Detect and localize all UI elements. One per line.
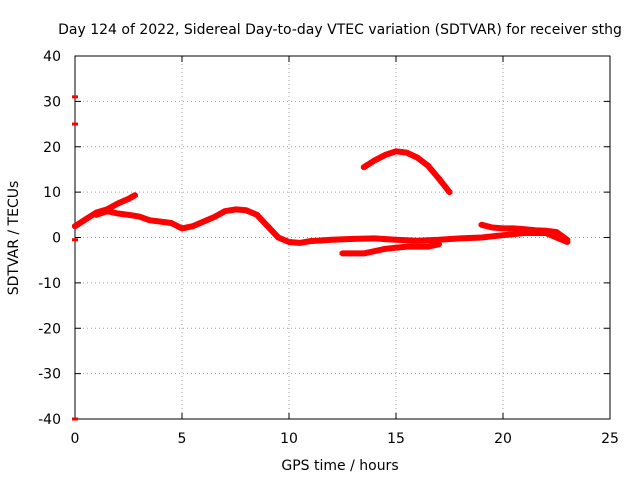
data-point bbox=[125, 213, 132, 217]
data-point bbox=[275, 236, 282, 239]
data-point bbox=[221, 209, 228, 213]
data-point bbox=[371, 158, 378, 162]
data-point bbox=[131, 193, 138, 197]
data-point bbox=[414, 156, 421, 160]
series-trace-right-upper bbox=[478, 221, 571, 243]
data-point bbox=[521, 227, 528, 231]
x-tick-label: 5 bbox=[178, 431, 187, 447]
data-point bbox=[542, 229, 549, 233]
data-point bbox=[114, 201, 121, 205]
data-point bbox=[328, 238, 335, 242]
data-point bbox=[72, 224, 78, 228]
data-point bbox=[457, 236, 464, 240]
data-point bbox=[157, 220, 164, 224]
y-tick-label: 40 bbox=[43, 49, 61, 65]
data-point bbox=[307, 239, 314, 243]
y-tick-label: 10 bbox=[43, 185, 61, 201]
data-point bbox=[136, 215, 143, 219]
data-point bbox=[243, 208, 250, 212]
y-axis-label: SDTVAR / TECUs bbox=[6, 181, 22, 296]
data-point bbox=[425, 245, 432, 249]
data-point bbox=[425, 164, 432, 168]
data-point bbox=[564, 238, 571, 242]
chart-title: Day 124 of 2022, Sidereal Day-to-day VTE… bbox=[58, 22, 622, 38]
y-tick-label: 0 bbox=[52, 231, 61, 247]
data-point bbox=[189, 224, 196, 228]
y-tick-label: -30 bbox=[38, 367, 61, 383]
series-trace bbox=[339, 241, 442, 257]
series-edge-point-minus-40 bbox=[72, 417, 78, 421]
data-point bbox=[232, 207, 239, 211]
data-point bbox=[72, 417, 78, 421]
data-point bbox=[168, 221, 175, 225]
y-tick-label: -10 bbox=[38, 276, 61, 292]
data-point bbox=[435, 238, 442, 242]
data-point bbox=[414, 239, 421, 243]
y-tick-label: 30 bbox=[43, 94, 61, 110]
data-point bbox=[82, 217, 89, 221]
series-layer bbox=[72, 95, 571, 421]
data-point bbox=[371, 236, 378, 240]
y-tick-label: -20 bbox=[38, 321, 61, 337]
x-tick-label: 20 bbox=[494, 431, 512, 447]
data-point bbox=[478, 236, 485, 239]
data-point bbox=[253, 213, 260, 217]
data-point bbox=[435, 242, 442, 246]
data-point bbox=[360, 251, 367, 255]
series-trace-main-mid bbox=[93, 206, 571, 246]
data-point bbox=[382, 153, 389, 157]
data-point bbox=[553, 236, 560, 239]
data-point bbox=[478, 223, 485, 227]
data-point bbox=[382, 247, 389, 251]
series-edge-point-25 bbox=[72, 122, 78, 126]
data-point bbox=[264, 224, 271, 228]
data-point bbox=[200, 220, 207, 224]
data-point bbox=[510, 226, 517, 230]
data-point bbox=[146, 218, 153, 222]
data-point bbox=[393, 149, 399, 153]
series-trace bbox=[93, 206, 571, 246]
data-point bbox=[286, 240, 292, 244]
series-trace bbox=[360, 148, 453, 196]
data-point bbox=[360, 165, 367, 169]
x-axis-label: GPS time / hours bbox=[281, 458, 398, 474]
data-point bbox=[72, 122, 78, 126]
data-point bbox=[500, 233, 506, 237]
data-point bbox=[350, 237, 357, 241]
data-point bbox=[296, 241, 303, 245]
data-point bbox=[553, 230, 560, 234]
data-point bbox=[72, 95, 78, 99]
data-point bbox=[532, 228, 539, 232]
data-point bbox=[211, 215, 218, 219]
y-tick-label: 20 bbox=[43, 140, 61, 156]
data-point bbox=[521, 231, 528, 235]
series-trace-lower-segment bbox=[339, 241, 442, 257]
series-trace-arc bbox=[360, 148, 453, 196]
data-point bbox=[393, 238, 399, 242]
data-point bbox=[446, 190, 453, 194]
data-point bbox=[93, 213, 100, 217]
data-point bbox=[114, 211, 121, 215]
data-point bbox=[339, 251, 346, 255]
data-point bbox=[435, 177, 442, 181]
data-point bbox=[500, 226, 506, 230]
grid-lines bbox=[75, 56, 610, 419]
y-tick-label: -40 bbox=[38, 412, 61, 428]
data-point bbox=[72, 238, 78, 242]
data-point bbox=[403, 245, 410, 249]
series-edge-point-31 bbox=[72, 95, 78, 99]
x-tick-label: 25 bbox=[601, 431, 619, 447]
data-point bbox=[403, 151, 410, 155]
x-tick-label: 10 bbox=[280, 431, 298, 447]
x-tick-label: 0 bbox=[71, 431, 80, 447]
series-edge-point-0 bbox=[72, 238, 78, 242]
data-point bbox=[104, 209, 111, 213]
data-point bbox=[489, 226, 496, 230]
axis-ticks: 0 5 10 15 20 25 -40 -30 -20 -10 0 10 20 30 40 bbox=[38, 49, 619, 447]
data-point bbox=[179, 226, 185, 230]
x-tick-label: 15 bbox=[387, 431, 405, 447]
data-point bbox=[125, 197, 132, 201]
